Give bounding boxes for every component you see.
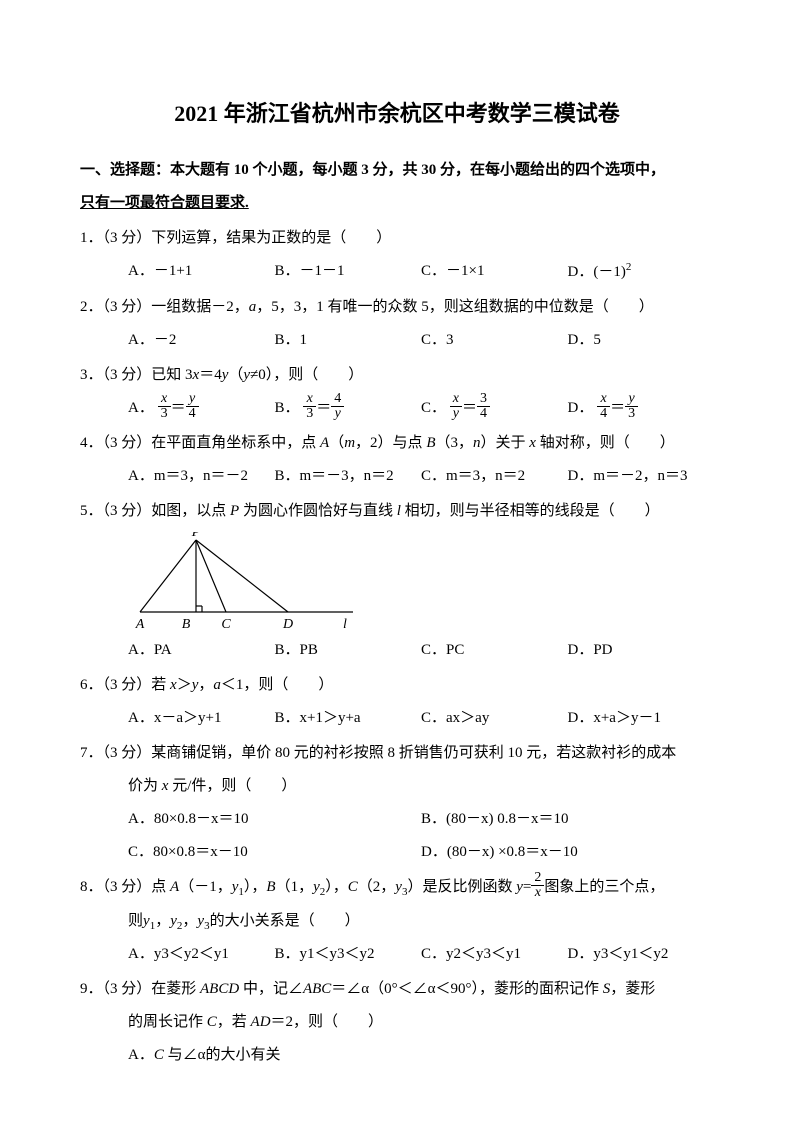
q1-stem: 1．（3 分）下列运算，结果为正数的是（ ）	[80, 222, 714, 255]
q2-optC: C．3	[421, 324, 568, 357]
q1-optD: D．(－1)2	[568, 255, 715, 289]
q6-optA: A．x－a＞y+1	[128, 702, 275, 735]
q8-options: A．y3＜y2＜y1 B．y1＜y3＜y2 C．y2＜y3＜y1 D．y3＜y1…	[80, 938, 714, 971]
page-title: 2021 年浙江省杭州市余杭区中考数学三模试卷	[80, 90, 714, 138]
q3-options: A． x3＝y4 B． x3＝4y C． xy＝34 D． x4＝y3	[80, 392, 714, 425]
q2-optA: A．－2	[128, 324, 275, 357]
svg-text:D: D	[282, 617, 293, 632]
q4-optD: D．m＝－2，n＝3	[568, 460, 715, 493]
q7-optB: B．(80－x) 0.8－x＝10	[421, 803, 714, 836]
q5-optC: C．PC	[421, 634, 568, 667]
svg-text:A: A	[135, 617, 145, 632]
q6-optD: D．x+a＞y－1	[568, 702, 715, 735]
q5-optA: A．PA	[128, 634, 275, 667]
q7-stem: 7．（3 分）某商铺促销，单价 80 元的衬衫按照 8 折销售仍可获利 10 元…	[80, 737, 714, 770]
q9-optA: A．C 与∠α的大小有关	[80, 1039, 714, 1072]
q8-stem: 8．（3 分）点 A（－1，y1），B（1，y2），C（2，y3）是反比例函数 …	[80, 871, 714, 904]
svg-text:B: B	[182, 617, 191, 632]
q1-optC: C．－1×1	[421, 255, 568, 289]
q3: 3．（3 分）已知 3x＝4y（y≠0），则（ ） A． x3＝y4 B． x3…	[80, 359, 714, 425]
q5: 5．（3 分）如图，以点 P 为圆心作圆恰好与直线 l 相切，则与半径相等的线段…	[80, 495, 714, 667]
q3-stem: 3．（3 分）已知 3x＝4y（y≠0），则（ ）	[80, 359, 714, 392]
q3-optD: D． x4＝y3	[568, 392, 715, 425]
q4-stem: 4．（3 分）在平面直角坐标系中，点 A（m，2）与点 B（3，n）关于 x 轴…	[80, 427, 714, 460]
q2-optD: D．5	[568, 324, 715, 357]
q8-optD: D．y3＜y1＜y2	[568, 938, 715, 971]
q3-optA: A． x3＝y4	[128, 392, 275, 425]
q1: 1．（3 分）下列运算，结果为正数的是（ ） A．－1+1 B．－1－1 C．－…	[80, 222, 714, 289]
q8-optC: C．y2＜y3＜y1	[421, 938, 568, 971]
q8: 8．（3 分）点 A（－1，y1），B（1，y2），C（2，y3）是反比例函数 …	[80, 871, 714, 970]
q4-options: A．m＝3，n＝－2 B．m＝－3，n＝2 C．m＝3，n＝2 D．m＝－2，n…	[80, 460, 714, 493]
q4-optC: C．m＝3，n＝2	[421, 460, 568, 493]
q6-optB: B．x+1＞y+a	[275, 702, 422, 735]
q5-figure: P A B C Dl	[128, 532, 368, 632]
q7-optC: C．80×0.8＝x－10	[128, 836, 421, 869]
q5-optB: B．PB	[275, 634, 422, 667]
q7: 7．（3 分）某商铺促销，单价 80 元的衬衫按照 8 折销售仍可获利 10 元…	[80, 737, 714, 869]
q6-optC: C．ax＞ay	[421, 702, 568, 735]
q2: 2．（3 分）一组数据－2，a，5，3，1 有唯一的众数 5，则这组数据的中位数…	[80, 291, 714, 357]
q6-stem: 6．（3 分）若 x＞y，a＜1，则（ ）	[80, 669, 714, 702]
q5-optD: D．PD	[568, 634, 715, 667]
q9-stem2: 的周长记作 C，若 AD＝2，则（ ）	[80, 1006, 714, 1039]
q1-optB: B．－1－1	[275, 255, 422, 289]
q6: 6．（3 分）若 x＞y，a＜1，则（ ） A．x－a＞y+1 B．x+1＞y+…	[80, 669, 714, 735]
q5-options: A．PA B．PB C．PC D．PD	[80, 634, 714, 667]
section-head-1a: 一、选择题：本大题有 10 个小题，每小题 3 分，共 30 分，在每小题给出的…	[80, 154, 714, 187]
q8-optB: B．y1＜y3＜y2	[275, 938, 422, 971]
q9: 9．（3 分）在菱形 ABCD 中，记∠ABC＝∠α（0°＜∠α＜90°），菱形…	[80, 973, 714, 1072]
q3-optB: B． x3＝4y	[275, 392, 422, 425]
q2-stem: 2．（3 分）一组数据－2，a，5，3，1 有唯一的众数 5，则这组数据的中位数…	[80, 291, 714, 324]
svg-text:l: l	[343, 617, 347, 632]
q4-optB: B．m＝－3，n＝2	[275, 460, 422, 493]
q1-options: A．－1+1 B．－1－1 C．－1×1 D．(－1)2	[80, 255, 714, 289]
q7-optD: D．(80－x) ×0.8＝x－10	[421, 836, 714, 869]
q9-stem: 9．（3 分）在菱形 ABCD 中，记∠ABC＝∠α（0°＜∠α＜90°），菱形…	[80, 973, 714, 1006]
q7-optA: A．80×0.8－x＝10	[128, 803, 421, 836]
q6-options: A．x－a＞y+1 B．x+1＞y+a C．ax＞ay D．x+a＞y－1	[80, 702, 714, 735]
q1-optA: A．－1+1	[128, 255, 275, 289]
q7-options-row1: A．80×0.8－x＝10 B．(80－x) 0.8－x＝10	[80, 803, 714, 836]
q2-optB: B．1	[275, 324, 422, 357]
q8-stem2: 则y1，y2，y3的大小关系是（ ）	[80, 905, 714, 938]
q4: 4．（3 分）在平面直角坐标系中，点 A（m，2）与点 B（3，n）关于 x 轴…	[80, 427, 714, 493]
q5-stem: 5．（3 分）如图，以点 P 为圆心作圆恰好与直线 l 相切，则与半径相等的线段…	[80, 495, 714, 528]
q7-options-row2: C．80×0.8＝x－10 D．(80－x) ×0.8＝x－10	[80, 836, 714, 869]
svg-text:P: P	[191, 532, 201, 540]
q4-optA: A．m＝3，n＝－2	[128, 460, 275, 493]
section-head-1b: 只有一项最符合题目要求.	[80, 187, 249, 220]
q2-options: A．－2 B．1 C．3 D．5	[80, 324, 714, 357]
q3-optC: C． xy＝34	[421, 392, 568, 425]
q8-optA: A．y3＜y2＜y1	[128, 938, 275, 971]
svg-text:C: C	[221, 617, 231, 632]
q7-stem2: 价为 x 元/件，则（ ）	[80, 770, 714, 803]
